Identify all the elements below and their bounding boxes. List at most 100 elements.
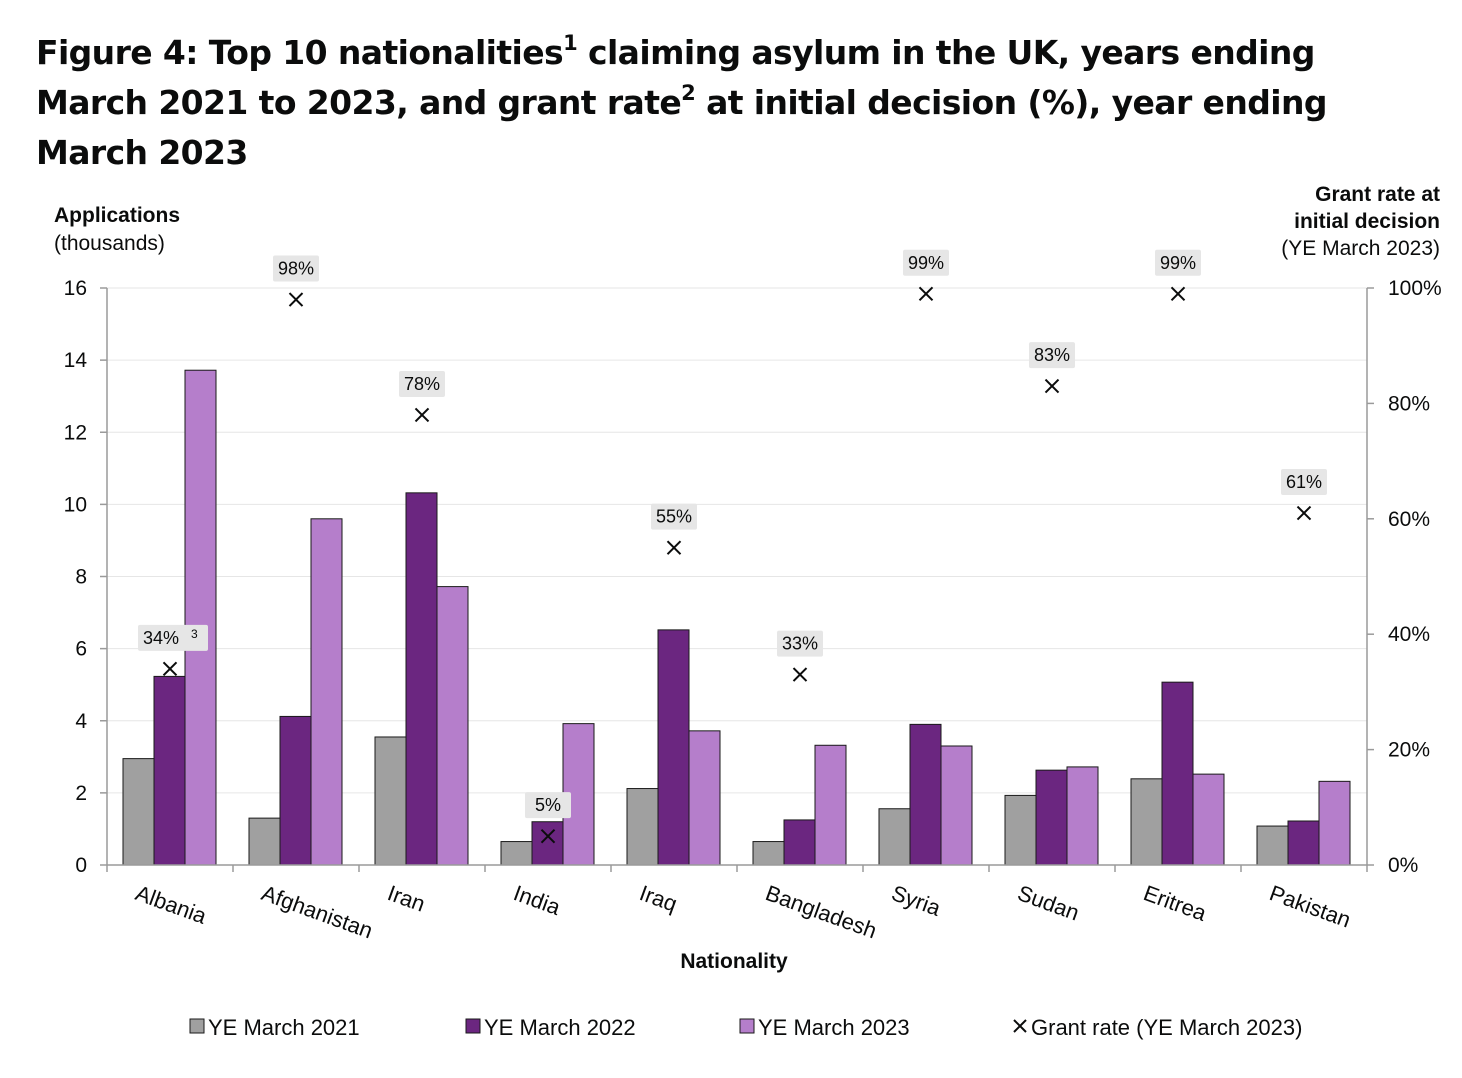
grant-rate-point: 5%	[525, 792, 571, 844]
grant-rate-label: 34%	[143, 628, 179, 648]
grant-rate-markers: 34% 3 98% 78% 5% 55% 33% 99% 83% 99% 61%	[138, 249, 1327, 844]
y2-tick-label: 40%	[1388, 623, 1430, 646]
category-label: Albania	[132, 880, 210, 929]
data-label-background	[651, 503, 697, 530]
grant-rate-label: 99%	[1160, 253, 1196, 273]
bar	[688, 730, 721, 866]
legend: YE March 2021 YE March 2022 YE March 2023 G…	[189, 1015, 1302, 1040]
grant-rate-label: 83%	[1034, 345, 1070, 365]
grant-rate-point: 83%	[1029, 342, 1075, 394]
data-label-background	[399, 370, 445, 397]
y-tick-label: 12	[64, 421, 87, 444]
category-label: Pakistan	[1266, 880, 1354, 932]
title-part1: Figure 4: Top 10 nationalities	[36, 33, 564, 72]
bar	[1035, 769, 1068, 866]
bar	[436, 586, 469, 866]
category-label: Iraq	[636, 880, 680, 916]
data-label-background	[525, 792, 571, 819]
bar	[531, 821, 564, 866]
y-axis-subtitle: (thousands)	[54, 232, 165, 255]
data-label-background	[1029, 342, 1075, 369]
bar	[814, 744, 847, 866]
x-marker-stroke	[666, 540, 682, 555]
y-tick-label: 14	[64, 349, 88, 372]
y-tick-label: 16	[64, 277, 87, 300]
x-marker-stroke	[414, 407, 430, 423]
data-label-background	[138, 624, 208, 651]
category-label: Sudan	[1014, 880, 1082, 925]
legend-item: YE March 2023	[739, 1015, 910, 1040]
bar	[752, 841, 785, 866]
y-tick-label: 4	[75, 710, 87, 733]
y-tick-label: 8	[75, 566, 87, 589]
bar	[909, 723, 942, 866]
legend-swatch	[189, 1018, 205, 1034]
legend-label: YE March 2021	[208, 1015, 360, 1040]
y-tick-label: 6	[75, 638, 87, 661]
bar	[500, 841, 533, 866]
y-axis-title: Applications	[54, 204, 180, 227]
x-marker-stroke	[540, 828, 556, 844]
y2-tick-label: 80%	[1388, 392, 1430, 415]
bar	[1192, 773, 1225, 866]
x-marker-stroke	[1296, 505, 1312, 521]
grant-rate-label: 61%	[1286, 472, 1322, 492]
y2-tick-label: 100%	[1388, 277, 1442, 300]
legend-item: Grant rate (YE March 2023)	[1013, 1015, 1302, 1040]
y-tick-label: 10	[64, 493, 87, 516]
title-part3: at initial decision (%), year ending Mar…	[36, 83, 1327, 172]
legend-item: YE March 2021	[189, 1015, 360, 1040]
bar	[310, 518, 343, 866]
grant-rate-label: 5%	[535, 795, 561, 815]
bar	[940, 745, 973, 866]
y2-axis-title-line1: Grant rate at	[1315, 183, 1440, 206]
grant-rate-point: 61%	[1281, 469, 1327, 521]
category-label: Bangladesh	[762, 880, 880, 943]
category-label: Afghanistan	[258, 880, 376, 943]
legend-label: YE March 2022	[484, 1015, 636, 1040]
x-marker-stroke	[792, 667, 808, 682]
grant-rate-point: 34% 3	[138, 624, 208, 677]
x-marker-stroke	[918, 286, 934, 301]
grant-rate-label: 33%	[782, 634, 818, 654]
bar	[783, 819, 816, 866]
bar	[1287, 820, 1320, 866]
category-label: India	[510, 880, 564, 920]
bar	[184, 369, 217, 866]
data-label-background	[903, 249, 949, 276]
bar	[626, 788, 659, 866]
bar	[1004, 794, 1037, 866]
x-axis-title: Nationality	[680, 950, 788, 973]
bar	[1161, 681, 1194, 866]
grant-rate-label: 99%	[908, 253, 944, 273]
y-tick-label: 0	[75, 854, 87, 877]
bar	[1066, 766, 1099, 866]
x-marker-stroke	[1170, 286, 1186, 301]
legend-swatch	[465, 1018, 481, 1034]
bar	[248, 817, 281, 866]
title-footnote-1: 1	[563, 31, 578, 55]
legend-label: YE March 2023	[758, 1015, 910, 1040]
grant-rate-point: 78%	[399, 370, 445, 423]
legend-swatch	[739, 1018, 755, 1034]
y2-tick-label: 20%	[1388, 739, 1430, 762]
bar	[405, 492, 438, 866]
bar	[122, 758, 155, 866]
grant-rate-label: 55%	[656, 507, 692, 527]
y2-axis-subtitle: (YE March 2023)	[1281, 237, 1440, 260]
bar	[1318, 780, 1351, 866]
bar	[1256, 825, 1289, 866]
chart-title: Figure 4: Top 10 nationalities1 claiming…	[36, 28, 1436, 178]
grant-rate-point: 99%	[1155, 249, 1201, 301]
bar	[878, 808, 911, 866]
bars	[122, 369, 1351, 866]
data-label-background	[1281, 469, 1327, 496]
data-label-background	[273, 255, 319, 282]
category-label: Eritrea	[1140, 880, 1210, 926]
bar	[279, 715, 312, 866]
y2-axis-title-line2: initial decision	[1294, 210, 1440, 233]
y-tick-label: 2	[75, 782, 87, 805]
grant-rate-point: 98%	[273, 255, 319, 307]
legend-item: YE March 2022	[465, 1015, 636, 1040]
